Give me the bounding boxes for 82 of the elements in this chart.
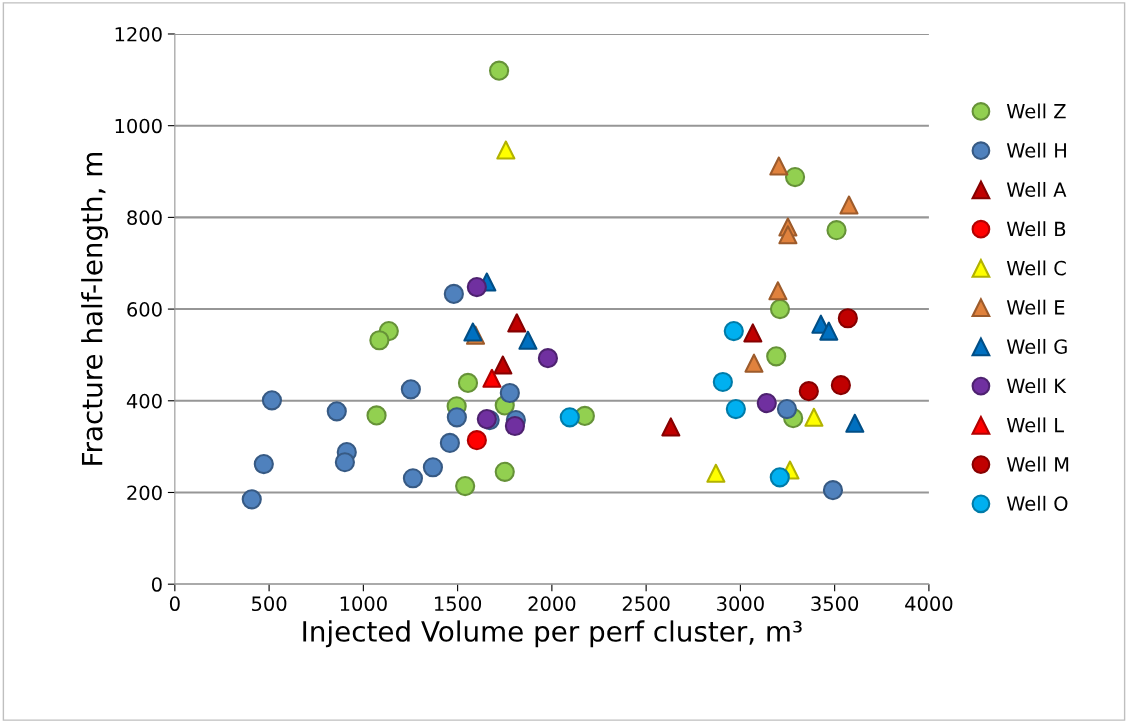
- x-tick-label: 0: [169, 596, 180, 612]
- point: [494, 461, 515, 482]
- point: [493, 355, 513, 375]
- point: [455, 475, 476, 497]
- point: [518, 330, 538, 350]
- legend-label: Well Z: [1006, 103, 1066, 119]
- point: [826, 220, 847, 241]
- y-axis-title: Fracture half-length, m: [81, 153, 108, 465]
- x-tick-label: 4000: [905, 596, 953, 612]
- point: [482, 368, 502, 388]
- point: [723, 321, 744, 342]
- point: [804, 407, 824, 427]
- y-tick-label: 400: [126, 393, 162, 409]
- point: [488, 60, 510, 81]
- point: [559, 407, 580, 428]
- point: [253, 453, 274, 475]
- point: [402, 468, 424, 489]
- point: [798, 381, 819, 402]
- x-tick-label: 3500: [811, 596, 859, 612]
- point: [366, 405, 387, 426]
- legend-label: Well M: [1006, 456, 1069, 472]
- point: [744, 353, 764, 373]
- x-tick-label: 1000: [340, 596, 387, 612]
- point: [845, 413, 865, 433]
- point: [766, 346, 787, 367]
- point: [839, 195, 859, 215]
- point: [446, 407, 467, 428]
- point: [400, 379, 421, 400]
- y-tick-label: 0: [151, 577, 162, 592]
- legend-label: Well L: [1006, 417, 1064, 433]
- y-tick-label: 600: [127, 302, 162, 317]
- point: [822, 480, 844, 501]
- point: [725, 398, 746, 420]
- x-tick-label: 3000: [717, 596, 764, 612]
- point: [369, 330, 390, 351]
- point: [837, 308, 858, 329]
- legend-label: Well G: [1006, 338, 1067, 354]
- point: [756, 392, 777, 414]
- x-tick-label: 2500: [622, 596, 670, 612]
- point: [769, 467, 790, 488]
- y-tick-label: 800: [127, 210, 162, 226]
- point: [466, 430, 487, 451]
- point: [422, 457, 444, 478]
- legend-label: Well O: [1006, 495, 1068, 511]
- x-tick-label: 500: [252, 596, 287, 612]
- y-tick-label: 1000: [115, 118, 162, 134]
- y-tick-label: 1200: [115, 26, 162, 42]
- point: [326, 401, 347, 422]
- point: [443, 283, 464, 305]
- point: [661, 417, 681, 437]
- point: [507, 313, 527, 333]
- legend-label: Well H: [1006, 142, 1066, 158]
- point: [706, 463, 726, 483]
- legend-label: Well C: [1006, 260, 1066, 276]
- point: [334, 452, 355, 473]
- point: [769, 156, 789, 176]
- y-tick-label: 200: [127, 485, 162, 501]
- x-tick-label: 2000: [528, 596, 576, 612]
- point: [241, 489, 262, 510]
- legend-label: Well K: [1006, 378, 1067, 394]
- point: [819, 321, 839, 341]
- point: [830, 375, 851, 396]
- x-tick-label: 1500: [435, 596, 482, 612]
- point: [439, 432, 460, 454]
- point: [499, 382, 520, 404]
- point: [261, 390, 283, 411]
- point: [504, 415, 526, 437]
- point: [537, 348, 559, 369]
- point: [457, 372, 479, 393]
- point: [743, 323, 763, 343]
- x-axis-title: Injected Volume per perf cluster, m³: [303, 620, 802, 648]
- point: [496, 140, 516, 160]
- legend-label: Well B: [1006, 221, 1066, 237]
- point: [712, 371, 733, 393]
- point: [768, 281, 788, 301]
- legend-label: Well A: [1006, 181, 1067, 198]
- point: [784, 166, 806, 188]
- point: [466, 276, 487, 298]
- point: [769, 298, 791, 320]
- point: [778, 225, 798, 245]
- point: [776, 398, 798, 420]
- legend-label: Well E: [1006, 299, 1065, 315]
